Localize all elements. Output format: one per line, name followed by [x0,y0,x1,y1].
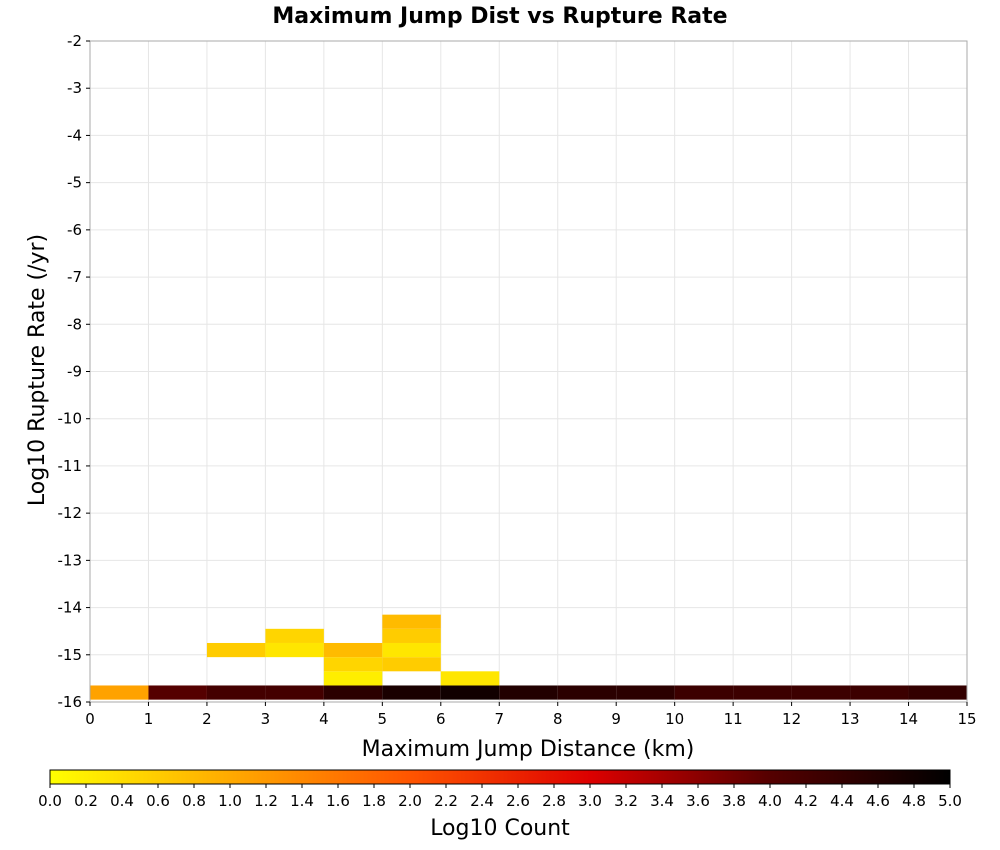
y-tick-label: -6 [67,221,82,239]
x-tick-label: 3 [261,710,271,728]
heatmap-cell [791,685,851,700]
y-tick-label: -5 [67,174,82,192]
colorbar-tick-label: 4.2 [794,792,818,810]
heatmap-cell [265,642,324,658]
y-axis-label: Log10 Rupture Rate (/yr) [25,234,50,506]
grid [89,40,968,703]
heatmap-cell [382,628,441,643]
colorbar-tick-label: 2.4 [470,792,494,810]
y-tick-label: -9 [67,363,82,381]
x-tick-label: 2 [202,710,212,728]
colorbar-tick-label: 3.8 [722,792,746,810]
x-tick-label: 14 [899,710,918,728]
colorbar-tick-label: 3.2 [614,792,638,810]
colorbar-tick-label: 1.8 [362,792,386,810]
heatmap-cell [440,671,500,686]
colorbar-tick-label: 5.0 [938,792,962,810]
colorbar-tick-label: 3.4 [650,792,674,810]
heatmap-cell [908,685,967,700]
colorbar-label: Log10 Count [430,816,570,841]
colorbar-tick-label: 3.0 [578,792,602,810]
heatmap-cell [674,685,734,700]
heatmap-cell [265,628,324,643]
y-tick-label: -8 [67,315,82,333]
colorbar-tick-label: 2.0 [398,792,422,810]
colorbar-tick-label: 4.8 [902,792,926,810]
y-tick-label: -3 [67,79,82,97]
colorbar-tick-label: 0.8 [182,792,206,810]
colorbar-tick-label: 1.2 [254,792,278,810]
heatmap-cell [382,642,441,658]
x-tick-label: 9 [611,710,621,728]
x-tick-label: 10 [665,710,684,728]
y-tick-label: -2 [67,32,82,50]
x-tick-label: 5 [378,710,388,728]
heatmap-cell [557,685,617,700]
heatmap-cell [382,614,441,629]
heatmap-cell [616,685,675,700]
y-tick-label: -4 [67,126,82,144]
y-tick-label: -7 [67,268,82,286]
heatmap-cells [90,614,967,700]
heatmap-cell [850,685,909,700]
colorbar-tick-label: 0.2 [74,792,98,810]
colorbar-tick-label: 1.4 [290,792,314,810]
colorbar-tick-label: 2.8 [542,792,566,810]
y-tick-label: -13 [58,551,83,569]
heatmap-cell [382,657,441,672]
x-tick-label: 11 [724,710,743,728]
colorbar-tick-label: 2.6 [506,792,530,810]
colorbar-tick-label: 2.2 [434,792,458,810]
y-tick-label: -10 [58,410,83,428]
colorbar-tick-label: 0.6 [146,792,170,810]
colorbar-tick-label: 1.6 [326,792,350,810]
heatmap-cell [323,642,383,658]
x-tick-label: 15 [957,710,976,728]
x-tick-label: 4 [319,710,329,728]
heatmap-cell [323,657,383,672]
x-tick-label: 0 [85,710,95,728]
colorbar-tick-label: 0.4 [110,792,134,810]
y-axis-ticks: -2 -3 -4 -5 -6 -7 -8 -9 -10 -11 -12 -13 -14 -15 -16 [58,32,90,711]
heatmap-cell [733,685,792,700]
colorbar-tick-label: 4.6 [866,792,890,810]
heatmap-cell [206,685,266,700]
y-tick-label: -14 [58,599,83,617]
x-tick-label: 8 [553,710,563,728]
heatmap-cell [148,685,207,700]
colorbar-ticks: 0.0 0.2 0.4 0.6 0.8 1.0 1.2 1.4 1.6 1.8 2.0 2.2 2.4 2… [38,784,962,810]
y-tick-label: -15 [58,646,83,664]
x-tick-label: 6 [436,710,446,728]
colorbar-tick-label: 0.0 [38,792,62,810]
y-tick-label: -16 [58,693,83,711]
heatmap-cell [382,685,441,700]
heatmap-cell [90,685,149,700]
x-tick-label: 12 [782,710,801,728]
heatmap-cell [499,685,558,700]
x-tick-label: 7 [494,710,504,728]
heatmap-cell [206,642,266,658]
colorbar-tick-label: 3.6 [686,792,710,810]
x-tick-label: 13 [841,710,860,728]
heatmap-cell [440,685,500,700]
chart-title: Maximum Jump Dist vs Rupture Rate [272,4,727,29]
colorbar-tick-label: 4.0 [758,792,782,810]
y-tick-label: -11 [58,457,83,475]
x-axis-ticks: 0 1 2 3 4 5 6 7 8 9 10 11 12 13 14 15 [85,702,977,728]
x-tick-label: 1 [144,710,154,728]
heatmap-cell [323,671,383,686]
x-axis-label: Maximum Jump Distance (km) [362,737,695,762]
colorbar-tick-label: 4.4 [830,792,854,810]
colorbar [49,769,951,785]
heatmap-cell [323,685,383,700]
colorbar-tick-label: 1.0 [218,792,242,810]
heatmap-cell [265,685,324,700]
y-tick-label: -12 [58,504,83,522]
